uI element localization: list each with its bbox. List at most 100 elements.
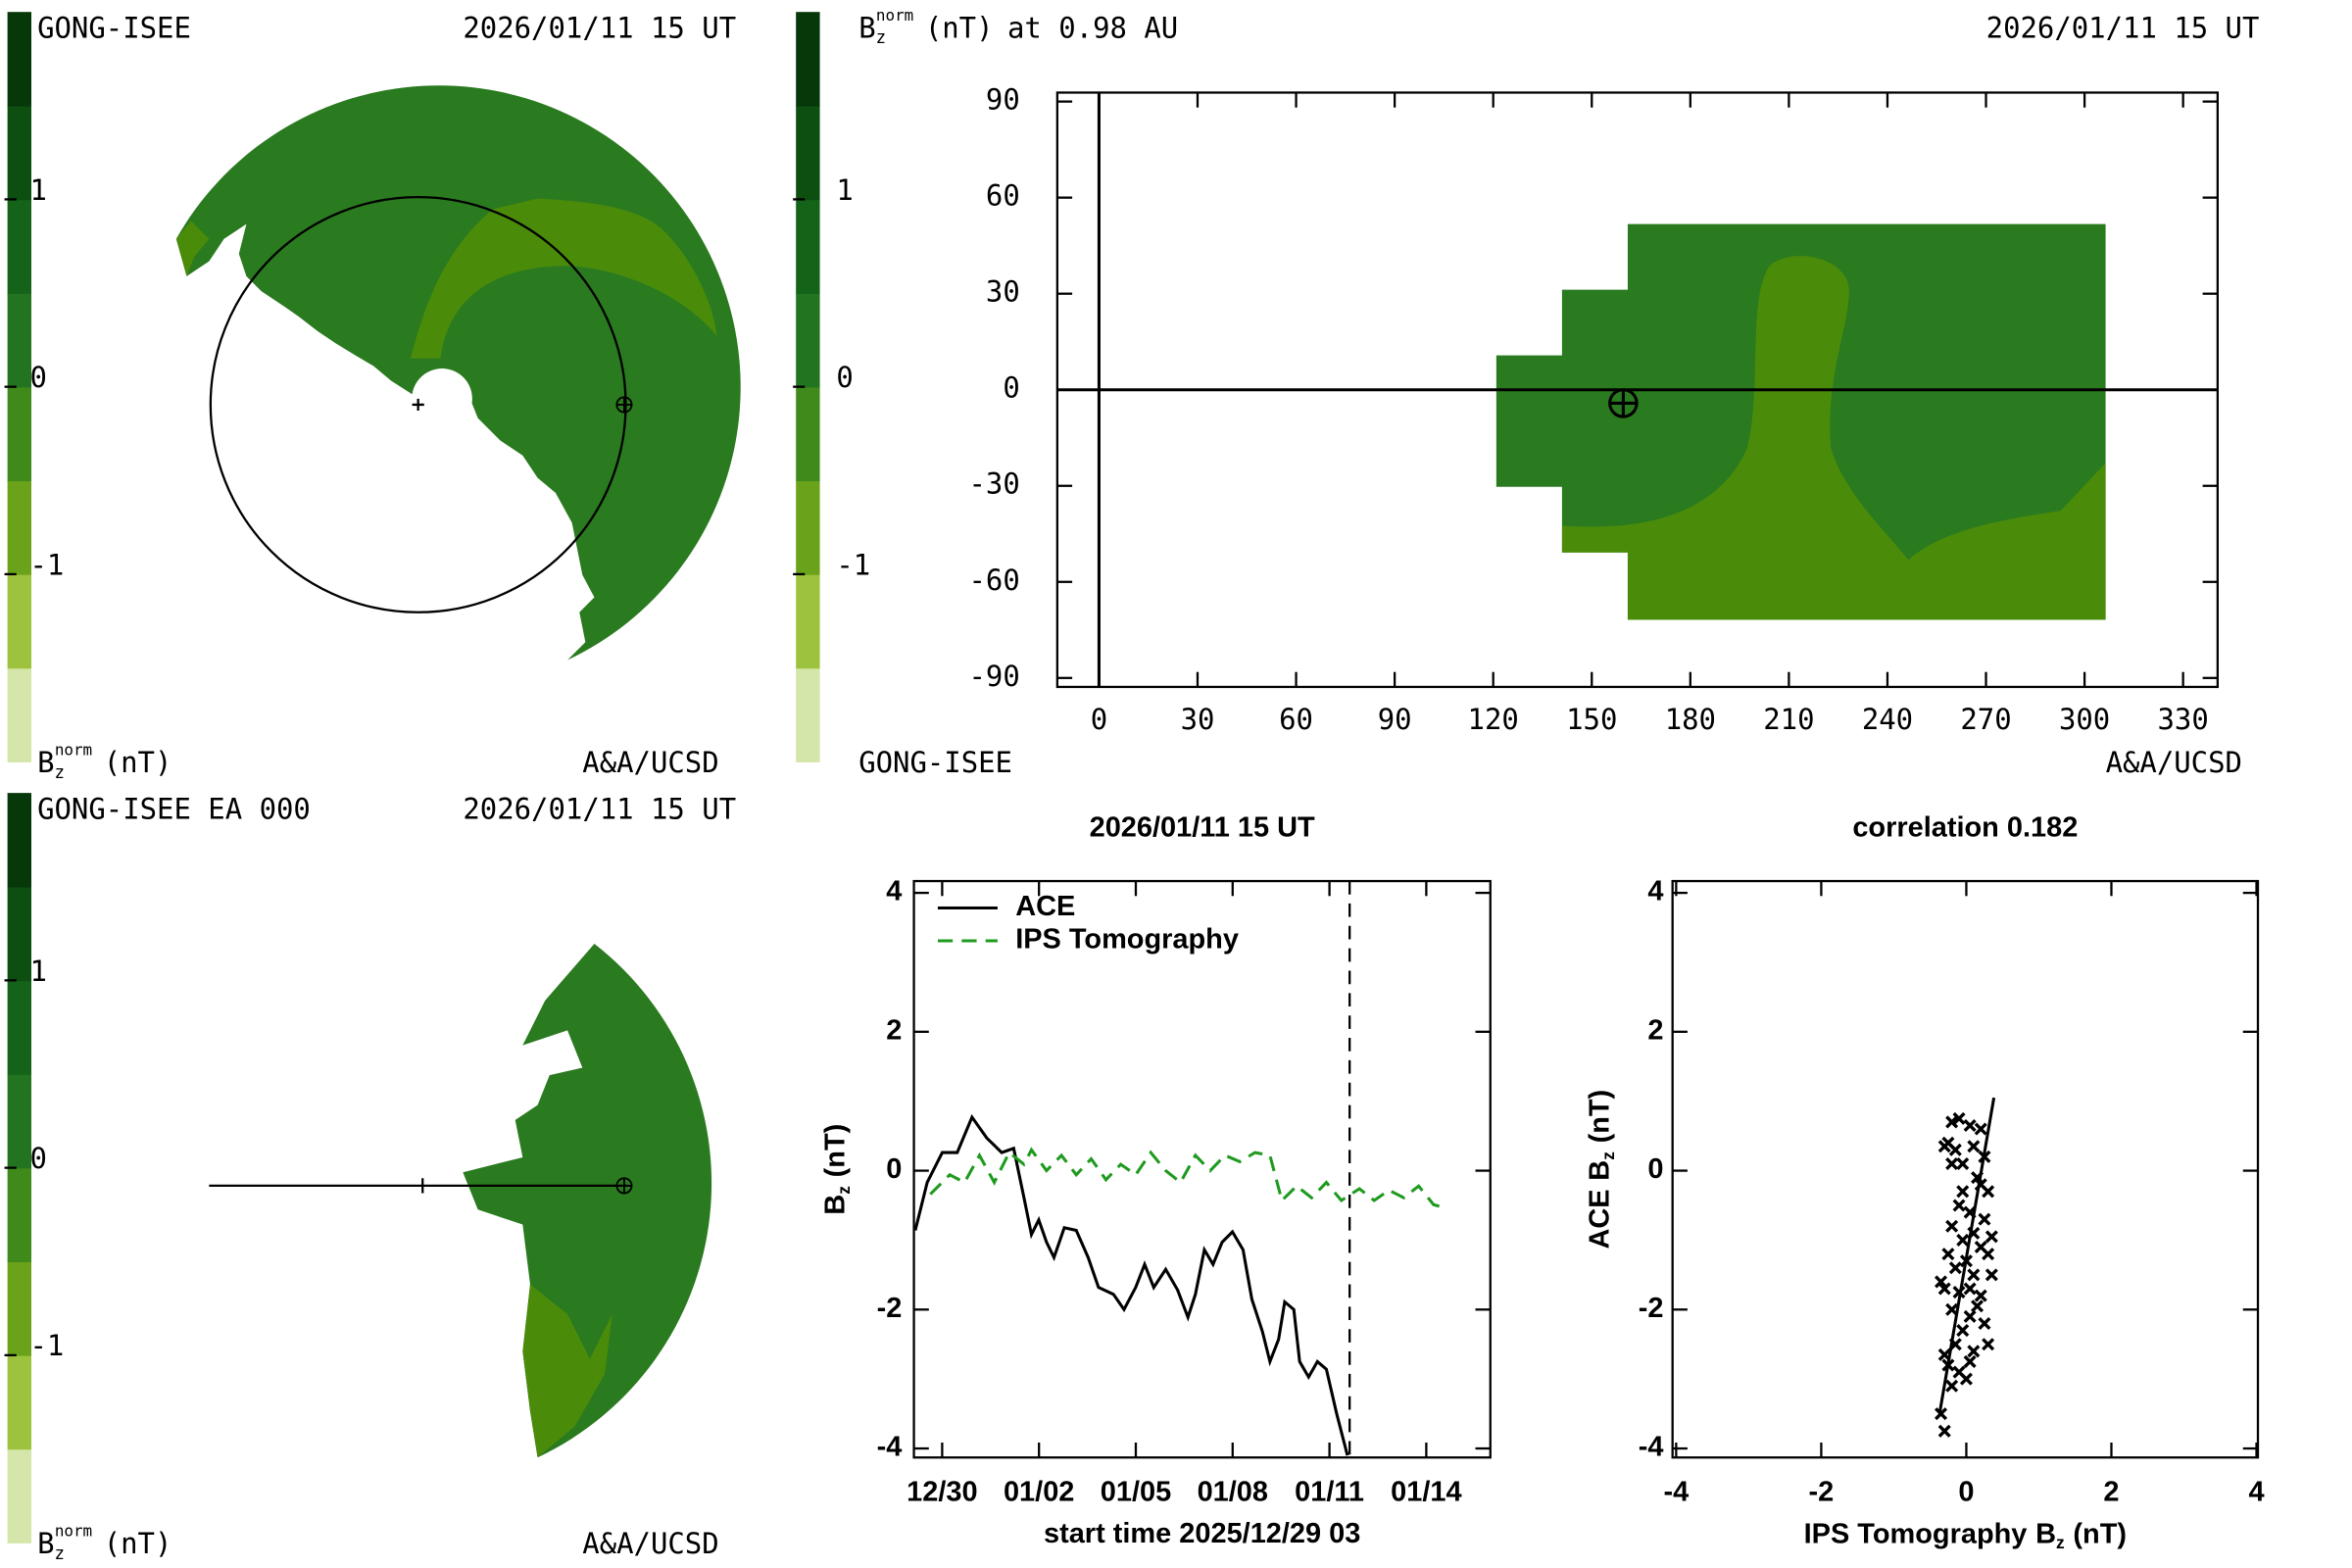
scatter-point — [1956, 1324, 1970, 1338]
superscript: norm — [55, 740, 92, 759]
colorbar-tick-label: -1 — [836, 548, 870, 581]
scatter-point — [1948, 1338, 1962, 1351]
superscript: norm — [55, 1521, 92, 1540]
scatter-point — [1967, 1226, 1981, 1240]
symbol: B — [37, 1527, 54, 1560]
region — [1561, 256, 2106, 620]
scatter-point — [1982, 1248, 1995, 1261]
map-title: GONG-ISEE EA 000 — [37, 792, 311, 825]
scatter-point — [1963, 1282, 1977, 1296]
x-tick-label: 120 — [1468, 703, 1519, 736]
colorbar-segment — [7, 980, 32, 1075]
scatter-point — [1978, 1212, 1991, 1226]
colorbar-segment — [7, 1261, 32, 1356]
sun-earth-line — [209, 1178, 627, 1194]
colorbar-tick-label: -1 — [29, 1329, 64, 1362]
symbol: B — [1584, 1160, 1615, 1181]
subscript: z — [834, 1186, 854, 1195]
scatter-point — [1945, 1302, 1959, 1316]
scatter-point — [1948, 1143, 1962, 1156]
scatter-point — [1959, 1372, 1973, 1386]
polar-map-bottom — [209, 944, 712, 1458]
chart-title: correlation 0.182 — [1852, 811, 2078, 843]
x-tick-label: 210 — [1763, 703, 1814, 736]
colorbar-segment — [796, 667, 820, 762]
scatter-point — [1974, 1289, 1987, 1302]
colorbar-label: Bz norm (nT) — [37, 740, 172, 783]
colorbar-segment — [796, 199, 820, 294]
colorbar-tick-label: 0 — [836, 361, 853, 394]
y-tick-label: 0 — [886, 1153, 902, 1185]
x-tick-label: 240 — [1862, 703, 1913, 736]
x-tick-label: 12/30 — [906, 1476, 977, 1507]
scatter-point — [1935, 1275, 1948, 1289]
y-tick-label: 60 — [986, 179, 1020, 213]
x-tick-label: 0 — [1958, 1476, 1974, 1507]
subscript: z — [55, 1544, 65, 1564]
colorbar-tick-label: 1 — [29, 955, 46, 988]
map-title: Bz norm (nT) at 0.98 AU — [858, 6, 1178, 49]
x-tick-label: 01/02 — [1004, 1476, 1074, 1507]
x-tick-label: 330 — [2158, 703, 2209, 736]
unit: (nT) — [104, 1527, 172, 1560]
scatter-point — [1952, 1111, 1966, 1125]
colorbar-segment — [7, 480, 32, 575]
scatter-point — [1974, 1178, 1987, 1192]
scatter-point — [1935, 1407, 1948, 1421]
scatter-point — [1963, 1309, 1977, 1323]
colorbar-segment — [796, 12, 820, 107]
y-tick-label: -90 — [968, 660, 1019, 693]
y-tick-label: -2 — [1639, 1293, 1664, 1324]
scatter-point — [1948, 1261, 1962, 1275]
map-date: 2026/01/11 15 UT — [1986, 11, 2260, 44]
scatter-point — [1963, 1354, 1977, 1368]
colorbar-segment — [7, 667, 32, 762]
scatter-point — [1937, 1348, 1951, 1361]
x-tick-label: 90 — [1378, 703, 1412, 736]
symbol: B — [37, 746, 54, 779]
scatter-point — [1978, 1316, 1991, 1330]
y-tick-label: 4 — [1647, 876, 1663, 907]
scatter-point — [1978, 1150, 1991, 1163]
polar-map-top — [175, 85, 741, 661]
unit: (nT) — [2073, 1518, 2127, 1549]
colorbar-tick-label: 1 — [836, 173, 853, 207]
scatter-point — [1937, 1424, 1951, 1438]
y-tick-label: 2 — [886, 1014, 902, 1046]
prefix: IPS Tomography — [1804, 1518, 2028, 1549]
x-tick-label: -2 — [1809, 1476, 1835, 1507]
scatter-point — [1941, 1248, 1955, 1261]
colorbar-segment — [796, 480, 820, 575]
y-tick-label: 90 — [986, 83, 1020, 117]
subscript: z — [2056, 1533, 2065, 1552]
region — [522, 1284, 612, 1458]
x-tick-label: 180 — [1665, 703, 1716, 736]
scatter-point — [1956, 1233, 1970, 1247]
colorbar-segment — [7, 886, 32, 982]
subscript: z — [876, 28, 886, 48]
map-source: GONG-ISEE — [858, 746, 1012, 779]
scatter-point — [1945, 1156, 1959, 1170]
x-tick-label: -4 — [1664, 1476, 1690, 1507]
scatter-point — [1952, 1286, 1966, 1299]
scatter-point — [1941, 1358, 1955, 1372]
x-tick-label: 01/08 — [1198, 1476, 1268, 1507]
x-tick-label: 30 — [1181, 703, 1215, 736]
x-axis-label: start time 2025/12/29 03 — [1044, 1518, 1360, 1549]
colorbar-label: Bz norm (nT) — [37, 1521, 172, 1564]
scatter-point — [1967, 1268, 1981, 1282]
colorbar-tick-label: -1 — [29, 548, 64, 581]
x-tick-label: 300 — [2059, 703, 2110, 736]
earth-cross — [616, 1178, 632, 1194]
map-credit: A&A/UCSD — [582, 1527, 718, 1560]
latlon-map — [1495, 223, 2106, 620]
rest: at 0.98 AU — [1007, 11, 1178, 44]
colorbar-tick-label: 0 — [29, 361, 46, 394]
x-tick-label: 150 — [1566, 703, 1617, 736]
y-tick-label: 2 — [1647, 1014, 1663, 1046]
unit: (nT) — [1584, 1090, 1615, 1144]
x-tick-label: 01/14 — [1391, 1476, 1461, 1507]
y-axis-label: ACE Bz (nT) — [1584, 1090, 1618, 1250]
plot-frame — [912, 879, 1492, 1459]
map-date: 2026/01/11 15 UT — [463, 792, 736, 825]
